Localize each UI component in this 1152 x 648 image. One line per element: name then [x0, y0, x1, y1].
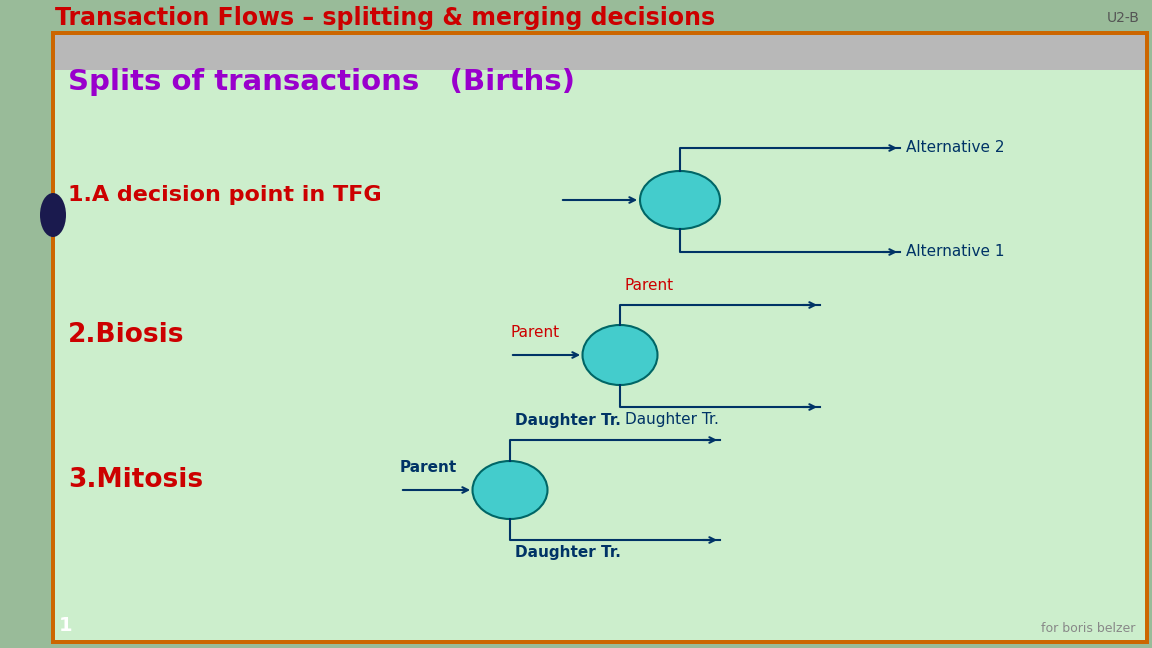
Text: U2-B: U2-B — [1107, 11, 1140, 25]
FancyBboxPatch shape — [55, 35, 1145, 70]
FancyBboxPatch shape — [55, 35, 1145, 640]
Ellipse shape — [583, 325, 658, 385]
Text: 1: 1 — [59, 616, 73, 635]
Text: for boris belzer: for boris belzer — [1040, 622, 1135, 635]
Text: Alternative 1: Alternative 1 — [905, 244, 1005, 259]
Ellipse shape — [641, 171, 720, 229]
Text: Transaction Flows – splitting & merging decisions: Transaction Flows – splitting & merging … — [55, 6, 715, 30]
Text: 2.Biosis: 2.Biosis — [68, 322, 184, 348]
Text: Parent: Parent — [400, 460, 457, 475]
Text: Alternative 2: Alternative 2 — [905, 141, 1005, 156]
Text: 1.A decision point in TFG: 1.A decision point in TFG — [68, 185, 381, 205]
Text: Daughter Tr.: Daughter Tr. — [626, 412, 719, 427]
Text: Daughter Tr.: Daughter Tr. — [515, 545, 621, 560]
FancyBboxPatch shape — [51, 31, 1149, 644]
Text: Splits of transactions   (Births): Splits of transactions (Births) — [68, 68, 575, 96]
Ellipse shape — [472, 461, 547, 519]
Text: Parent: Parent — [626, 278, 674, 293]
Ellipse shape — [40, 193, 66, 237]
Text: Parent: Parent — [510, 325, 559, 340]
Text: Daughter Tr.: Daughter Tr. — [515, 413, 621, 428]
Text: 3.Mitosis: 3.Mitosis — [68, 467, 203, 493]
